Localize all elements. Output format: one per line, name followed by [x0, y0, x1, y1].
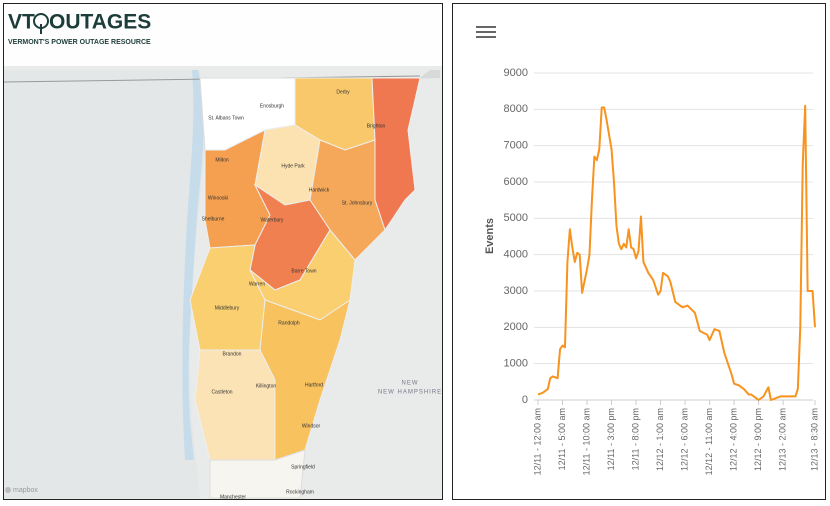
- town-label: Middlebury: [215, 305, 240, 311]
- tree-icon: [33, 13, 49, 34]
- town-label: Hartford: [305, 382, 323, 388]
- y-tick-label: 1000: [504, 358, 528, 370]
- y-tick-label: 0: [522, 394, 528, 406]
- town-label: Hyde Park: [281, 163, 305, 169]
- x-tick-label: 12/12 - 11:00 am: [704, 408, 714, 475]
- town-label: Derby: [336, 89, 350, 95]
- town-label: Randolph: [278, 320, 300, 326]
- region-label: NEW: [402, 381, 419, 387]
- town-label: Castleton: [211, 389, 232, 395]
- y-tick-label: 9000: [504, 67, 528, 79]
- town-label: St. Albans Town: [208, 115, 244, 121]
- county: [194, 349, 276, 461]
- y-tick-label: 6000: [504, 176, 528, 188]
- x-tick-label: 12/12 - 9:00 pm: [753, 408, 763, 471]
- data-line: [537, 104, 816, 401]
- y-tick-label: 4000: [504, 249, 528, 261]
- town-label: St. Johnsbury: [342, 200, 373, 206]
- attribution: mapbox: [13, 487, 38, 494]
- land-west: [4, 70, 205, 498]
- town-label: Manchester: [220, 494, 246, 500]
- town-label: Hardwick: [309, 187, 330, 193]
- menu-button[interactable]: [476, 26, 496, 38]
- y-tick-label: 7000: [504, 140, 528, 152]
- header: [4, 4, 442, 66]
- town-label: Barre Town: [291, 268, 316, 274]
- x-tick-label: 12/12 - 1:00 am: [655, 408, 665, 471]
- x-tick-label: 12/11 - 3:00 pm: [606, 408, 616, 470]
- y-tick-label: 3000: [504, 285, 528, 297]
- y-axis-label: Events: [484, 218, 496, 254]
- mapbox-icon: [5, 487, 11, 493]
- x-tick-label: 12/11 - 10:00 am: [581, 408, 591, 475]
- town-label: Warren: [249, 281, 265, 287]
- town-label: Brighton: [367, 123, 386, 129]
- region-label: NEW HAMPSHIRE: [378, 390, 442, 396]
- lake: [182, 70, 204, 460]
- y-tick-label: 8000: [504, 103, 528, 115]
- x-tick-label: 12/13 - 8:30 am: [809, 408, 819, 471]
- x-tick-label: 12/11 - 5:00 am: [557, 408, 567, 470]
- x-tick-label: 12/11 - 12:00 am: [532, 408, 542, 475]
- town-label: Waterbury: [261, 217, 284, 223]
- town-label: Milton: [215, 157, 229, 163]
- town-label: Rockingham: [286, 489, 314, 495]
- town-label: Killington: [256, 383, 277, 389]
- county: [209, 449, 306, 499]
- town-label: Brandon: [223, 351, 242, 357]
- town-label: Windsor: [302, 423, 321, 429]
- logo-text: VT: [8, 11, 35, 34]
- logo-text: OUTAGES: [49, 11, 151, 34]
- map-panel: St. Albans Town Enosburgh Derby Brighton…: [3, 3, 443, 500]
- tagline: VERMONT'S POWER OUTAGE RESOURCE: [8, 39, 151, 46]
- town-label: Winooski: [208, 195, 228, 201]
- x-tick-label: 12/13 - 2:00 am: [778, 408, 788, 471]
- town-label: Shelburne: [202, 216, 225, 222]
- x-tick-label: 12/11 - 8:00 pm: [630, 408, 640, 470]
- town-label: Springfield: [291, 464, 315, 470]
- x-tick-label: 12/12 - 4:00 pm: [728, 408, 738, 471]
- y-tick-label: 2000: [504, 321, 528, 333]
- x-tick-label: 12/12 - 6:00 am: [679, 408, 689, 471]
- county: [259, 298, 351, 461]
- chart-panel: Events 0 1000 2000 3000 4000 5000 6000 7000 8000…: [452, 3, 826, 500]
- y-tick-label: 5000: [504, 212, 528, 224]
- town-label: Enosburgh: [260, 103, 284, 109]
